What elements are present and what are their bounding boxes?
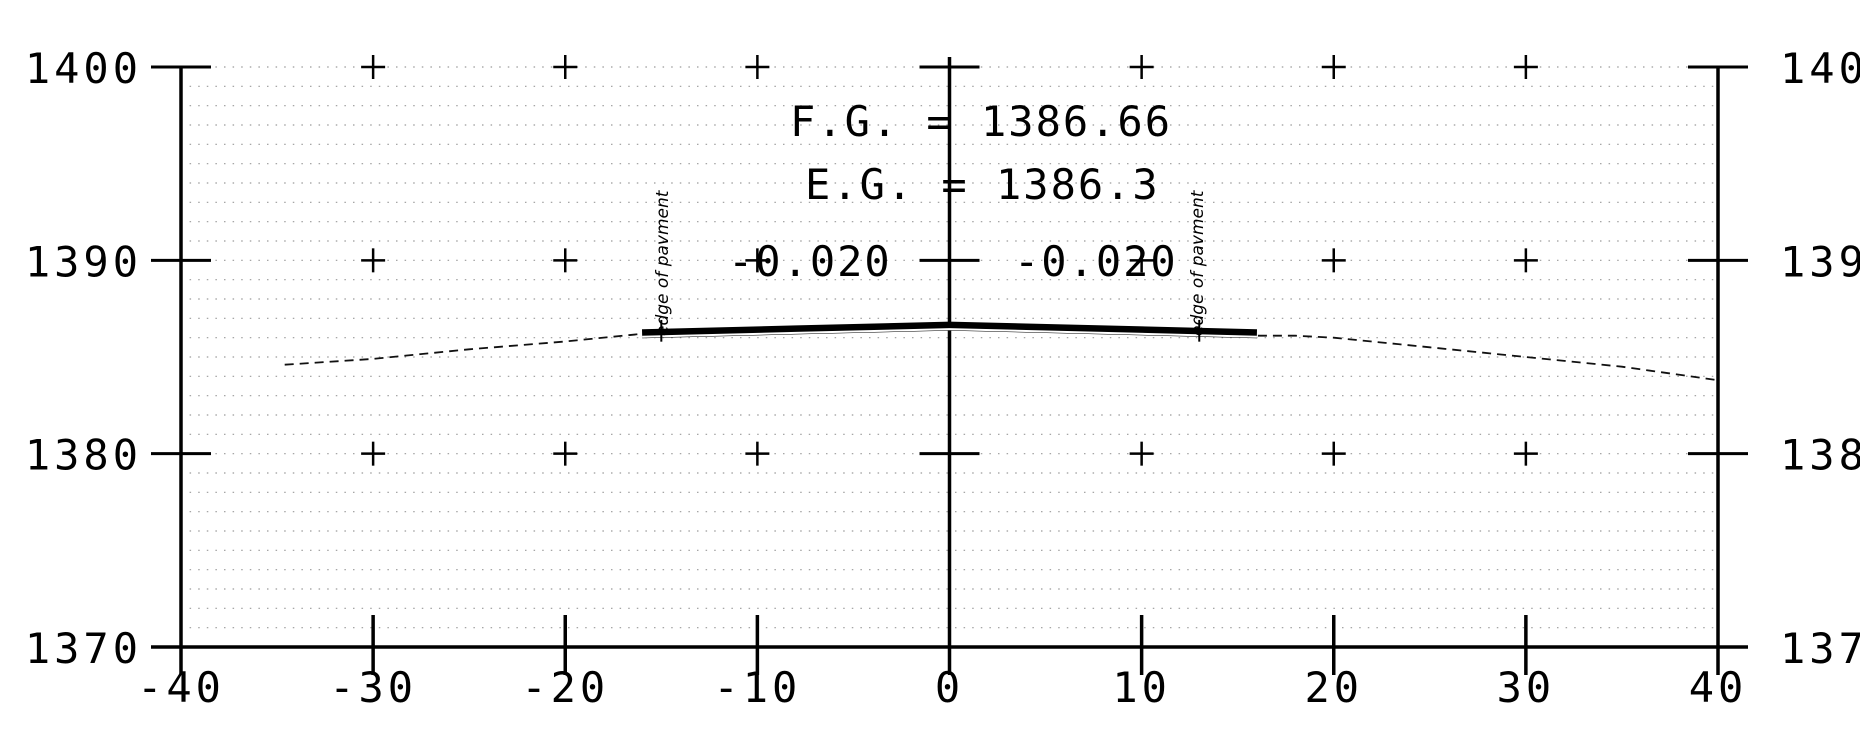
existing-ground-line	[284, 323, 1719, 382]
x-tick-label: -20	[521, 663, 609, 712]
series-group	[284, 319, 1719, 382]
y-tick-label-left: 1380	[25, 431, 142, 480]
y-tick-label-left: 1400	[25, 44, 142, 93]
x-tick-label: 0	[935, 663, 964, 712]
plot-frame	[151, 57, 1748, 675]
grid-crosses	[361, 55, 1538, 466]
y-tick-label-left: 1370	[25, 624, 142, 673]
x-tick-label: 20	[1304, 663, 1363, 712]
x-tick-label: -10	[713, 663, 801, 712]
y-tick-label-right: 1400	[1780, 44, 1860, 93]
slope-right-label: -0.020	[1014, 237, 1178, 286]
x-tick-label: 30	[1497, 663, 1556, 712]
slope-left-label: -0.020	[728, 237, 892, 286]
finished-grade-inner	[642, 328, 1257, 338]
edge-of-pavement-right: edge of pavment	[1188, 189, 1208, 336]
y-tick-label-right: 1370	[1780, 624, 1860, 673]
tick-labels: -40 -30 -20 -10 0 10 20 30 40 1370 1370 1380 1380 139…	[25, 44, 1860, 712]
finished-grade-line	[641, 321, 1258, 339]
x-tick-label: 10	[1112, 663, 1171, 712]
y-tick-label-right: 1380	[1780, 431, 1860, 480]
x-tick-label: 40	[1689, 663, 1748, 712]
x-tick-label: -40	[137, 663, 225, 712]
fg-annotation: F.G. = 1386.66	[790, 97, 1172, 146]
y-tick-label-left: 1390	[25, 237, 142, 286]
edge-of-pavement-left: edge of pavment	[653, 189, 673, 336]
y-tick-label-right: 1390	[1780, 237, 1860, 286]
eg-annotation: E.G. = 1386.3	[805, 160, 1160, 209]
x-tick-label: -30	[329, 663, 417, 712]
